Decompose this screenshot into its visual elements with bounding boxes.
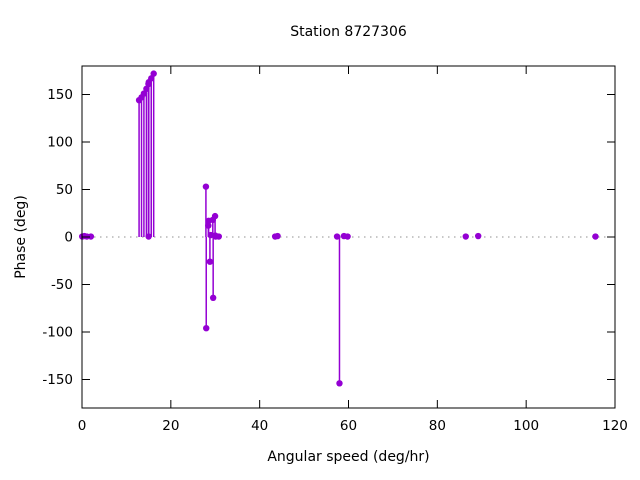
data-point [274, 232, 281, 240]
data-point [148, 75, 155, 82]
y-tick-label: 0 [64, 230, 73, 246]
data-point [205, 222, 212, 229]
data-point [336, 380, 343, 387]
x-tick-label: 120 [602, 418, 628, 434]
x-tick-label: 20 [162, 418, 179, 434]
y-tick-label: -100 [42, 325, 73, 341]
y-tick-label: 150 [47, 87, 73, 103]
data-point [592, 233, 599, 240]
x-tick-label: 80 [429, 418, 446, 434]
data-point [140, 90, 148, 97]
data-point [150, 70, 157, 77]
data-point [333, 233, 341, 240]
data-point [474, 232, 482, 240]
y-tick-label: 50 [56, 182, 73, 198]
x-tick-label: 60 [340, 418, 357, 434]
data-point [211, 212, 219, 220]
data-point [87, 233, 95, 240]
y-tick-label: -50 [51, 277, 73, 293]
data-point [206, 258, 214, 265]
x-tick-label: 40 [251, 418, 268, 434]
data-point [145, 233, 152, 240]
data-point [202, 183, 210, 190]
data-point [462, 233, 469, 240]
data-point [344, 233, 351, 240]
y-axis-label: Phase (deg) [13, 195, 29, 279]
data-point [215, 233, 223, 240]
chart-title: Station 8727306 [290, 24, 407, 40]
x-axis-label: Angular speed (deg/hr) [267, 449, 430, 465]
x-tick-label: 100 [513, 418, 539, 434]
y-tick-label: 100 [47, 135, 73, 151]
data-point [203, 325, 210, 332]
y-tick-label: -150 [42, 372, 73, 388]
x-tick-label: 0 [78, 418, 87, 434]
data-point [209, 294, 217, 301]
